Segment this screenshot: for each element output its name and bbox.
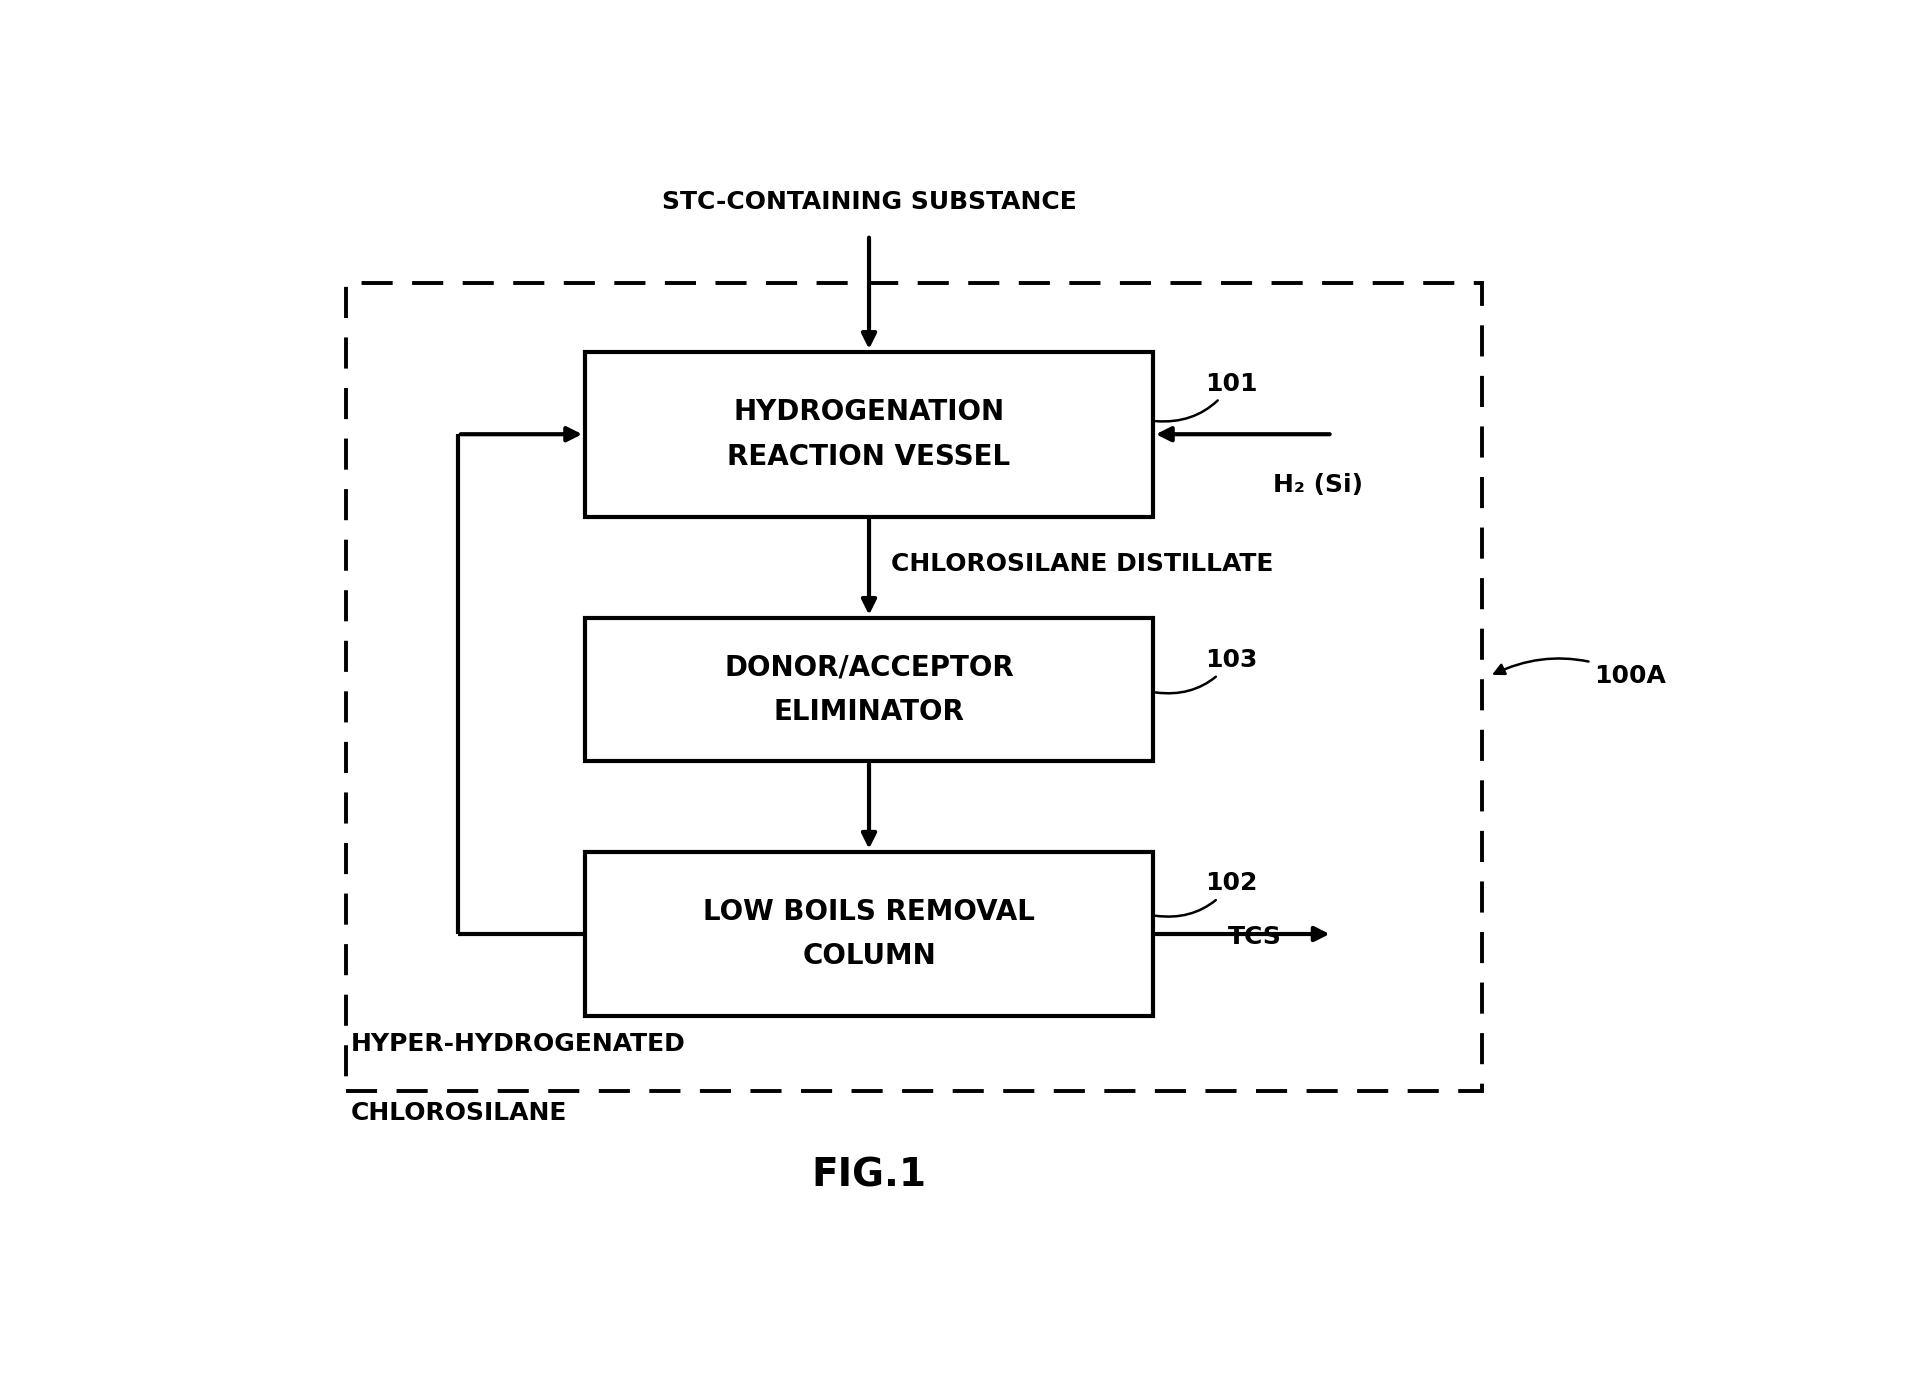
Text: STC-CONTAINING SUBSTANCE: STC-CONTAINING SUBSTANCE: [662, 189, 1076, 214]
Bar: [584, 852, 1154, 1016]
Text: H₂ (Si): H₂ (Si): [1273, 472, 1362, 497]
Text: CHLOROSILANE DISTILLATE: CHLOROSILANE DISTILLATE: [891, 552, 1273, 576]
Text: ELIMINATOR: ELIMINATOR: [774, 697, 964, 726]
Text: CHLOROSILANE: CHLOROSILANE: [351, 1102, 567, 1126]
Text: TCS: TCS: [1229, 925, 1281, 949]
Text: 102: 102: [1155, 871, 1258, 917]
Bar: [345, 283, 1481, 1091]
Bar: [584, 352, 1154, 516]
Text: HYDROGENATION: HYDROGENATION: [733, 398, 1005, 425]
Text: REACTION VESSEL: REACTION VESSEL: [727, 442, 1011, 471]
Text: FIG.1: FIG.1: [812, 1157, 926, 1195]
Bar: [584, 617, 1154, 761]
Text: LOW BOILS REMOVAL: LOW BOILS REMOVAL: [702, 898, 1036, 925]
Text: COLUMN: COLUMN: [802, 942, 936, 971]
Text: HYPER-HYDROGENATED: HYPER-HYDROGENATED: [351, 1033, 685, 1056]
Text: 103: 103: [1155, 648, 1258, 693]
Text: 101: 101: [1155, 371, 1258, 421]
Text: DONOR/ACCEPTOR: DONOR/ACCEPTOR: [723, 653, 1015, 681]
Text: 100A: 100A: [1495, 659, 1667, 688]
